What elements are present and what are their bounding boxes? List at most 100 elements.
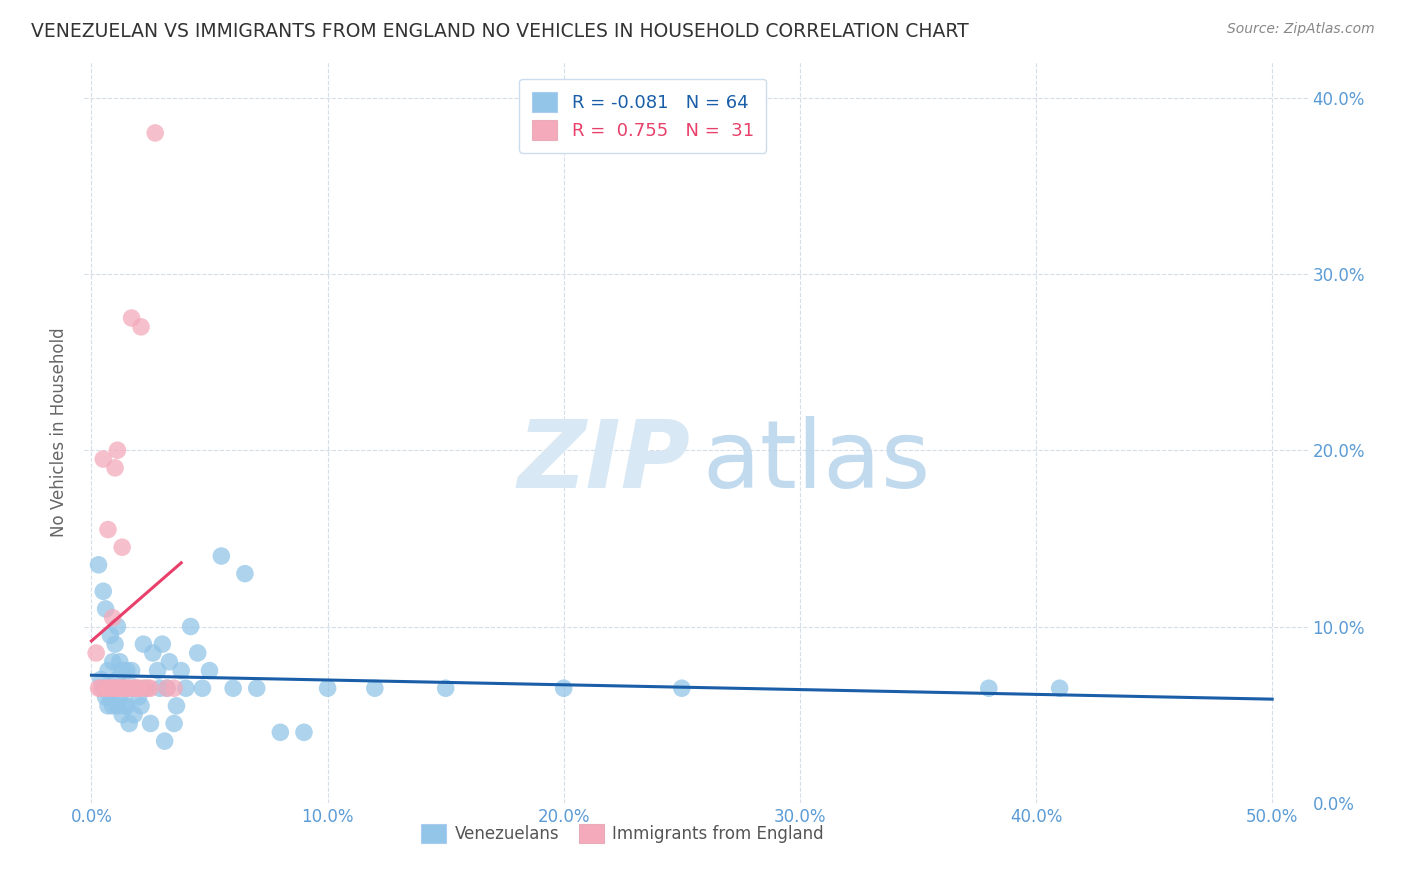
- Y-axis label: No Vehicles in Household: No Vehicles in Household: [51, 327, 69, 538]
- Point: [135, 681, 157, 696]
- Point: [97, 523, 120, 537]
- Text: Source: ZipAtlas.com: Source: ZipAtlas.com: [1227, 22, 1375, 37]
- Point: [84, 646, 107, 660]
- Point: [121, 311, 143, 326]
- Point: [107, 673, 129, 687]
- Point: [101, 681, 124, 696]
- Point: [104, 681, 127, 696]
- Point: [115, 664, 138, 678]
- Point: [129, 698, 152, 713]
- Point: [91, 584, 114, 599]
- Text: VENEZUELAN VS IMMIGRANTS FROM ENGLAND NO VEHICLES IN HOUSEHOLD CORRELATION CHART: VENEZUELAN VS IMMIGRANTS FROM ENGLAND NO…: [31, 22, 969, 41]
- Point: [191, 681, 214, 696]
- Point: [157, 655, 180, 669]
- Point: [107, 681, 129, 696]
- Point: [107, 619, 129, 633]
- Point: [111, 707, 134, 722]
- Point: [132, 681, 155, 696]
- Point: [142, 646, 165, 660]
- Point: [97, 698, 120, 713]
- Point: [180, 619, 202, 633]
- Point: [91, 681, 114, 696]
- Point: [111, 681, 134, 696]
- Text: ZIP: ZIP: [517, 417, 690, 508]
- Point: [292, 725, 315, 739]
- Point: [122, 681, 145, 696]
- Point: [101, 698, 124, 713]
- Point: [187, 646, 209, 660]
- Point: [174, 681, 197, 696]
- Point: [128, 690, 150, 704]
- Legend: Venezuelans, Immigrants from England: Venezuelans, Immigrants from England: [415, 817, 831, 850]
- Point: [98, 681, 121, 696]
- Point: [156, 681, 179, 696]
- Point: [139, 681, 162, 696]
- Point: [90, 681, 112, 696]
- Point: [170, 664, 193, 678]
- Point: [209, 549, 232, 563]
- Point: [198, 664, 221, 678]
- Point: [108, 681, 131, 696]
- Point: [136, 681, 159, 696]
- Point: [269, 725, 291, 739]
- Point: [122, 681, 145, 696]
- Point: [107, 443, 129, 458]
- Point: [115, 698, 138, 713]
- Point: [90, 673, 112, 687]
- Point: [108, 655, 131, 669]
- Point: [114, 681, 136, 696]
- Point: [125, 681, 148, 696]
- Point: [149, 681, 172, 696]
- Point: [139, 716, 162, 731]
- Point: [233, 566, 256, 581]
- Point: [111, 540, 134, 554]
- Point: [94, 602, 117, 616]
- Point: [114, 681, 136, 696]
- Point: [316, 681, 339, 696]
- Point: [122, 707, 145, 722]
- Point: [128, 681, 150, 696]
- Point: [222, 681, 245, 696]
- Point: [91, 452, 114, 467]
- Point: [118, 681, 141, 696]
- Point: [115, 681, 138, 696]
- Point: [156, 681, 179, 696]
- Point: [118, 716, 141, 731]
- Point: [97, 681, 120, 696]
- Point: [118, 681, 141, 696]
- Point: [246, 681, 269, 696]
- Point: [153, 734, 176, 748]
- Point: [97, 664, 120, 678]
- Point: [553, 681, 575, 696]
- Point: [98, 628, 121, 642]
- Point: [94, 690, 117, 704]
- Point: [132, 637, 155, 651]
- Point: [146, 664, 169, 678]
- Point: [434, 681, 457, 696]
- Point: [107, 698, 129, 713]
- Point: [101, 655, 124, 669]
- Point: [104, 681, 127, 696]
- Point: [166, 698, 188, 713]
- Point: [150, 637, 173, 651]
- Point: [143, 126, 166, 140]
- Point: [114, 698, 136, 713]
- Point: [104, 461, 127, 475]
- Point: [98, 690, 121, 704]
- Point: [163, 681, 186, 696]
- Point: [104, 637, 127, 651]
- Point: [87, 558, 110, 572]
- Point: [125, 681, 148, 696]
- Point: [108, 690, 131, 704]
- Point: [977, 681, 1000, 696]
- Point: [121, 664, 143, 678]
- Point: [101, 610, 124, 624]
- Point: [87, 681, 110, 696]
- Point: [163, 716, 186, 731]
- Text: atlas: atlas: [702, 417, 931, 508]
- Point: [364, 681, 387, 696]
- Point: [671, 681, 693, 696]
- Point: [94, 681, 117, 696]
- Point: [1049, 681, 1071, 696]
- Point: [111, 664, 134, 678]
